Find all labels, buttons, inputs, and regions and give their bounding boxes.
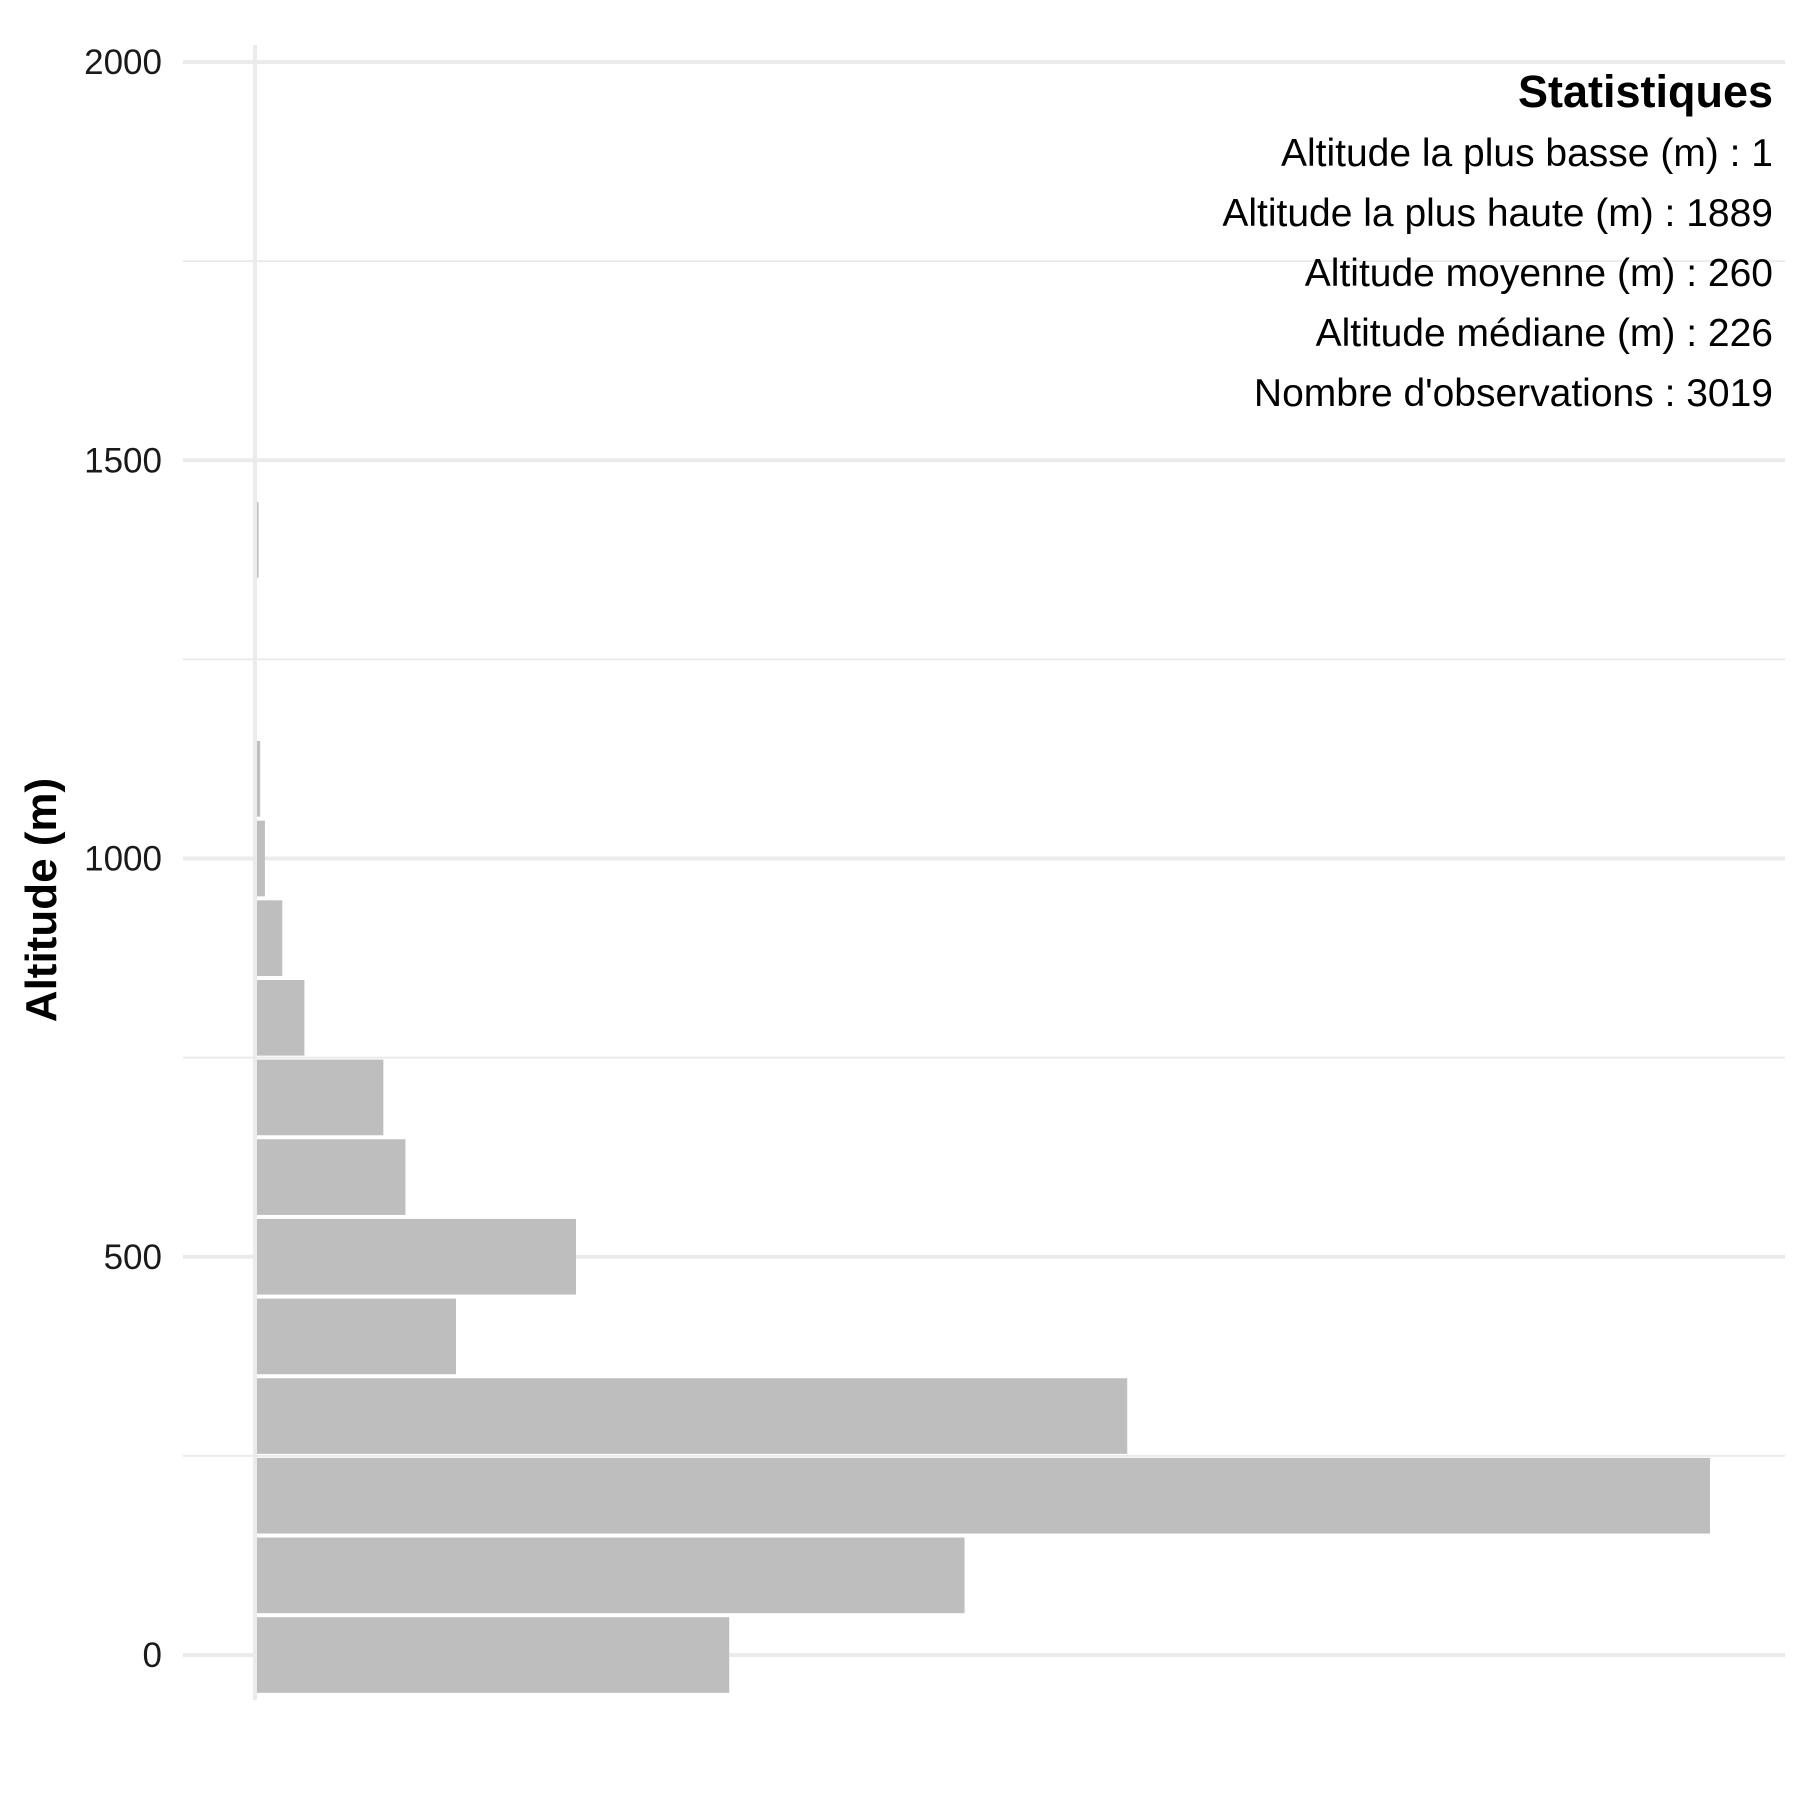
statistics-max-altitude: Altitude la plus haute (m) : 1889	[1222, 192, 1773, 235]
bars	[257, 502, 1710, 1693]
y-tick-label: 2000	[84, 43, 162, 82]
histogram-bar	[257, 1298, 456, 1375]
y-tick-label: 0	[143, 1636, 162, 1675]
histogram-bar	[257, 979, 305, 1056]
statistics-min-altitude: Altitude la plus basse (m) : 1	[1281, 132, 1773, 175]
histogram-bar	[257, 1457, 1710, 1534]
statistics-title: Statistiques	[1518, 66, 1773, 117]
histogram-bar	[257, 900, 283, 976]
statistics-median-altitude: Altitude médiane (m) : 226	[1316, 312, 1773, 355]
histogram-bar	[257, 741, 261, 817]
statistics-mean-altitude: Altitude moyenne (m) : 260	[1305, 252, 1773, 295]
histogram-bar	[257, 1537, 965, 1614]
y-tick-label: 500	[104, 1238, 162, 1277]
histogram-bar	[257, 1617, 730, 1693]
histogram-bar	[257, 502, 259, 578]
statistics-observation-count: Nombre d'observations : 3019	[1254, 372, 1773, 415]
y-tick-label: 1500	[84, 441, 162, 480]
y-axis-title: Altitude (m)	[17, 778, 66, 1022]
histogram-bar	[257, 1059, 384, 1136]
statistics-annotation: Statistiques Altitude la plus basse (m) …	[1222, 66, 1773, 415]
histogram-bar	[257, 820, 265, 897]
histogram-bar	[257, 1218, 577, 1295]
y-axis-ticks: 0 500 1000 1500 2000	[84, 43, 162, 1675]
histogram-bar	[257, 1139, 406, 1215]
histogram-bar	[257, 1378, 1128, 1454]
y-tick-label: 1000	[84, 840, 162, 879]
